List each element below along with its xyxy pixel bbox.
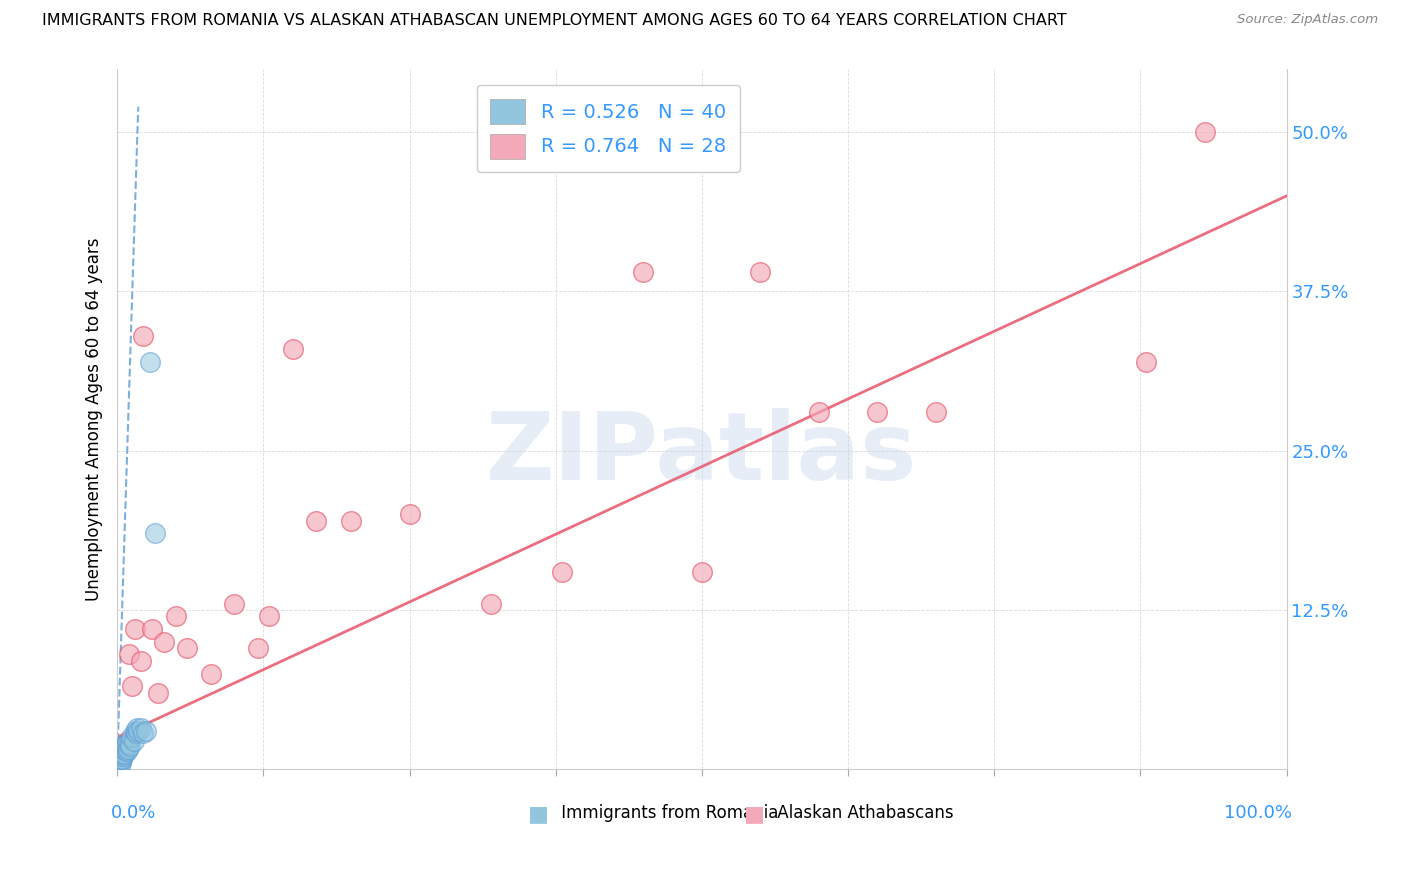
Point bbox=[118, 739, 141, 754]
Point bbox=[479, 597, 502, 611]
Point bbox=[246, 641, 269, 656]
Point bbox=[146, 686, 169, 700]
Point bbox=[115, 744, 138, 758]
Point bbox=[925, 405, 948, 419]
Point bbox=[122, 734, 145, 748]
Point bbox=[112, 739, 135, 754]
Point bbox=[112, 746, 135, 760]
Point bbox=[107, 759, 129, 773]
Point bbox=[749, 265, 772, 279]
Point bbox=[1135, 354, 1157, 368]
Point bbox=[124, 723, 146, 738]
Point bbox=[110, 752, 132, 766]
Point bbox=[340, 514, 363, 528]
Point bbox=[281, 342, 304, 356]
Point bbox=[176, 641, 198, 656]
Point bbox=[257, 609, 280, 624]
Point bbox=[112, 741, 135, 756]
Point bbox=[139, 354, 162, 368]
Text: ZIPatlas: ZIPatlas bbox=[486, 408, 918, 500]
Point bbox=[125, 726, 148, 740]
Point bbox=[118, 648, 141, 662]
Point bbox=[129, 722, 152, 736]
Point bbox=[127, 723, 149, 738]
Text: Alaskan Athabascans: Alaskan Athabascans bbox=[772, 805, 953, 822]
Point bbox=[108, 757, 131, 772]
Point bbox=[305, 514, 328, 528]
Point bbox=[110, 749, 132, 764]
Point bbox=[118, 737, 141, 751]
Point bbox=[111, 747, 134, 761]
Text: ■: ■ bbox=[744, 805, 765, 824]
Point bbox=[110, 756, 132, 770]
Point bbox=[107, 757, 129, 772]
Text: Immigrants from Romania: Immigrants from Romania bbox=[555, 805, 778, 822]
Point bbox=[132, 726, 155, 740]
Point bbox=[107, 756, 129, 770]
Text: 0.0%: 0.0% bbox=[111, 805, 156, 822]
Point bbox=[108, 755, 131, 769]
Point bbox=[132, 329, 155, 343]
Point bbox=[124, 622, 146, 636]
Point bbox=[112, 749, 135, 764]
Point bbox=[125, 722, 148, 736]
Point bbox=[107, 758, 129, 772]
Text: IMMIGRANTS FROM ROMANIA VS ALASKAN ATHABASCAN UNEMPLOYMENT AMONG AGES 60 TO 64 Y: IMMIGRANTS FROM ROMANIA VS ALASKAN ATHAB… bbox=[42, 13, 1067, 29]
Point bbox=[110, 747, 132, 761]
Point bbox=[550, 565, 572, 579]
Point bbox=[108, 753, 131, 767]
Point bbox=[112, 747, 135, 761]
Text: Source: ZipAtlas.com: Source: ZipAtlas.com bbox=[1237, 13, 1378, 27]
Point bbox=[115, 737, 138, 751]
Point bbox=[690, 565, 713, 579]
Y-axis label: Unemployment Among Ages 60 to 64 years: Unemployment Among Ages 60 to 64 years bbox=[86, 237, 103, 600]
Point bbox=[398, 508, 420, 522]
Point bbox=[129, 654, 152, 668]
Text: ■: ■ bbox=[527, 805, 548, 824]
Point bbox=[121, 679, 143, 693]
Point bbox=[141, 622, 163, 636]
Point bbox=[153, 634, 176, 648]
Point bbox=[117, 741, 139, 756]
Legend: R = 0.526   N = 40, R = 0.764   N = 28: R = 0.526 N = 40, R = 0.764 N = 28 bbox=[477, 86, 740, 172]
Text: 100.0%: 100.0% bbox=[1225, 805, 1292, 822]
Point bbox=[108, 752, 131, 766]
Point bbox=[112, 743, 135, 757]
Point bbox=[135, 723, 157, 738]
Point bbox=[224, 597, 246, 611]
Point bbox=[807, 405, 830, 419]
Point bbox=[111, 752, 134, 766]
Point bbox=[143, 526, 166, 541]
Point bbox=[114, 743, 136, 757]
Point bbox=[114, 739, 136, 754]
Point bbox=[866, 405, 889, 419]
Point bbox=[108, 749, 131, 764]
Point bbox=[200, 666, 222, 681]
Point bbox=[633, 265, 655, 279]
Point bbox=[1194, 125, 1216, 139]
Point bbox=[165, 609, 187, 624]
Point bbox=[107, 755, 129, 769]
Point bbox=[120, 731, 142, 745]
